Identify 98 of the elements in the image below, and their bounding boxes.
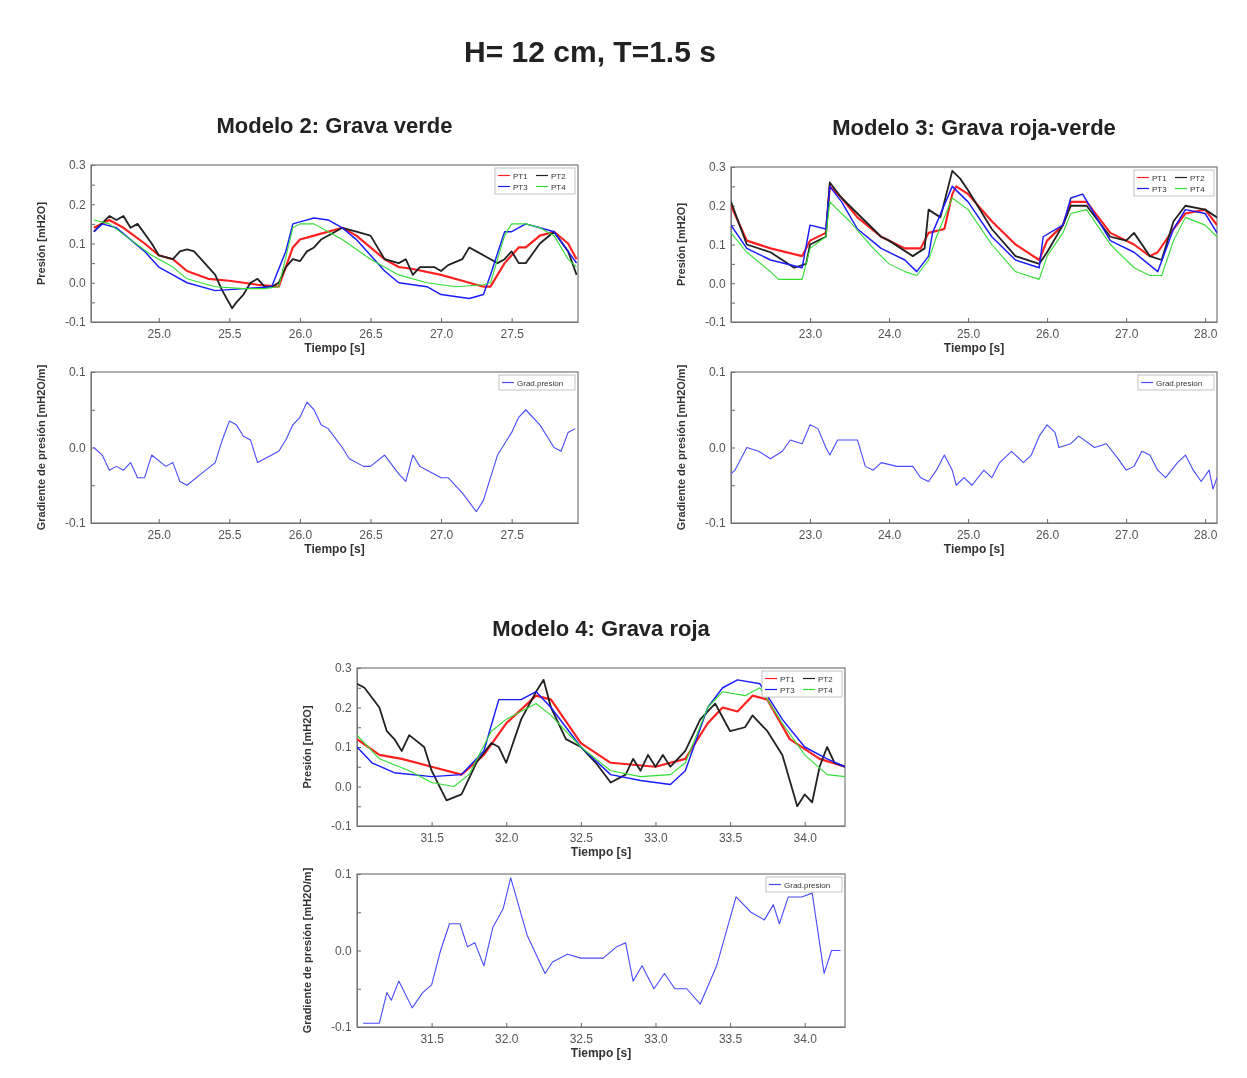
legend-label: PT1: [513, 171, 529, 181]
x-tick-label: 34.0: [793, 831, 818, 846]
x-tick-label: 27.0: [1114, 528, 1139, 543]
x-tick-label: 25.0: [956, 528, 981, 543]
x-tick-label: 31.5: [420, 831, 445, 846]
legend-label: PT3: [780, 685, 796, 695]
x-tick-label: 32.0: [495, 1032, 519, 1047]
y-tick-label: 0.0: [334, 779, 352, 794]
y-tick-label: 0.3: [708, 160, 726, 175]
x-tick-label: 25.0: [147, 327, 172, 342]
y-tick-label: 0.1: [68, 236, 86, 251]
legend-label: PT1: [1152, 173, 1168, 183]
x-tick-label: 26.0: [288, 528, 313, 543]
y-tick-label: 0.2: [68, 197, 86, 212]
x-tick-label: 26.0: [1035, 528, 1060, 543]
y-tick-label: -0.1: [330, 1020, 352, 1035]
y-tick-label: 0.3: [334, 661, 352, 676]
x-tick-label: 33.5: [718, 831, 743, 846]
x-axis-title: Tiempo [s]: [570, 1046, 632, 1060]
x-tick-label: 28.0: [1193, 528, 1218, 543]
legend-label: PT2: [551, 171, 567, 181]
x-tick-label: 27.0: [1114, 327, 1139, 342]
legend-label: PT4: [818, 685, 834, 695]
y-tick-label: 0.1: [334, 740, 352, 755]
y-tick-label: 0.2: [334, 700, 352, 715]
y-tick-label: -0.1: [330, 819, 352, 834]
y-tick-label: 0.1: [708, 365, 726, 380]
x-tick-label: 32.5: [569, 1032, 594, 1047]
y-tick-label: 0.1: [708, 237, 726, 252]
x-tick-label: 25.0: [956, 327, 981, 342]
y-tick-label: 0.0: [708, 440, 726, 455]
y-tick-label: 0.0: [708, 276, 726, 291]
x-tick-label: 26.0: [288, 327, 313, 342]
line-series: [731, 424, 1217, 490]
legend-label: Grad.presion: [1156, 378, 1203, 388]
x-tick-label: 25.5: [218, 327, 242, 342]
x-tick-label: 23.0: [798, 528, 823, 543]
x-tick-label: 25.0: [147, 528, 172, 543]
chart-title: Modelo 2: Grava verde: [216, 113, 453, 138]
y-axis-title: Presión [mH2O]: [301, 705, 313, 789]
legend-label: Grad.presion: [784, 880, 831, 890]
line-series: [731, 197, 1217, 280]
x-tick-label: 32.0: [495, 831, 519, 846]
x-tick-label: 26.5: [359, 528, 383, 543]
line-series: [357, 694, 845, 776]
y-tick-label: 0.0: [334, 943, 352, 958]
line-series: [362, 877, 842, 1024]
text: H= 12 cm, T=1.5 s: [464, 35, 716, 68]
legend-label: PT3: [1152, 184, 1168, 194]
chart-title: Modelo 4: Grava roja: [492, 616, 711, 641]
y-tick-label: -0.1: [64, 516, 86, 531]
y-axis-title: Gradiente de presión [mH2O/m]: [675, 364, 687, 531]
x-axis-title: Tiempo [s]: [304, 341, 365, 355]
y-axis-title: Gradiente de presión [mH2O/m]: [35, 364, 47, 531]
x-tick-label: 24.0: [877, 327, 902, 342]
line-series: [731, 169, 1217, 269]
line-series: [357, 678, 845, 808]
legend-label: PT4: [1190, 184, 1206, 194]
x-tick-label: 26.5: [359, 327, 383, 342]
x-tick-label: 28.0: [1193, 327, 1218, 342]
chart-title: Modelo 3: Grava roja-verde: [832, 115, 1116, 140]
legend-label: PT3: [513, 182, 529, 192]
x-tick-label: 27.0: [429, 528, 454, 543]
legend-label: PT4: [551, 182, 567, 192]
y-tick-label: 0.0: [68, 440, 86, 455]
y-tick-label: -0.1: [704, 315, 726, 330]
x-tick-label: 26.0: [1035, 327, 1060, 342]
x-tick-label: 23.0: [798, 327, 823, 342]
y-axis-title: Presión [mH2O]: [35, 201, 47, 286]
x-tick-label: 33.5: [718, 1032, 743, 1047]
x-tick-label: 25.5: [218, 528, 242, 543]
line-series: [93, 401, 576, 513]
y-tick-label: 0.1: [68, 365, 86, 380]
y-tick-label: 0.3: [68, 158, 86, 173]
y-tick-label: 0.2: [708, 199, 726, 214]
x-tick-label: 31.5: [420, 1032, 445, 1047]
x-tick-label: 34.0: [793, 1032, 818, 1047]
x-axis-title: Tiempo [s]: [943, 542, 1005, 556]
y-tick-label: 0.1: [334, 867, 352, 882]
x-axis-title: Tiempo [s]: [570, 845, 632, 859]
y-tick-label: 0.0: [68, 276, 86, 291]
legend-label: Grad.presion: [517, 378, 564, 388]
x-tick-label: 24.0: [877, 528, 902, 543]
x-tick-label: 33.0: [644, 831, 668, 846]
legend-label: PT2: [818, 674, 834, 684]
x-tick-label: 27.0: [429, 327, 454, 342]
x-axis-title: Tiempo [s]: [304, 542, 365, 556]
x-tick-label: 27.5: [500, 327, 525, 342]
y-axis-title: Presión [mH2O]: [675, 202, 687, 287]
x-axis-title: Tiempo [s]: [943, 341, 1005, 355]
x-tick-label: 32.5: [569, 831, 594, 846]
x-tick-label: 27.5: [500, 528, 525, 543]
legend-label: PT2: [1190, 173, 1206, 183]
y-axis-title: Gradiente de presión [mH2O/m]: [301, 867, 313, 1034]
x-tick-label: 33.0: [644, 1032, 668, 1047]
legend-label: PT1: [780, 674, 796, 684]
y-tick-label: -0.1: [704, 516, 726, 531]
y-tick-label: -0.1: [64, 315, 86, 330]
